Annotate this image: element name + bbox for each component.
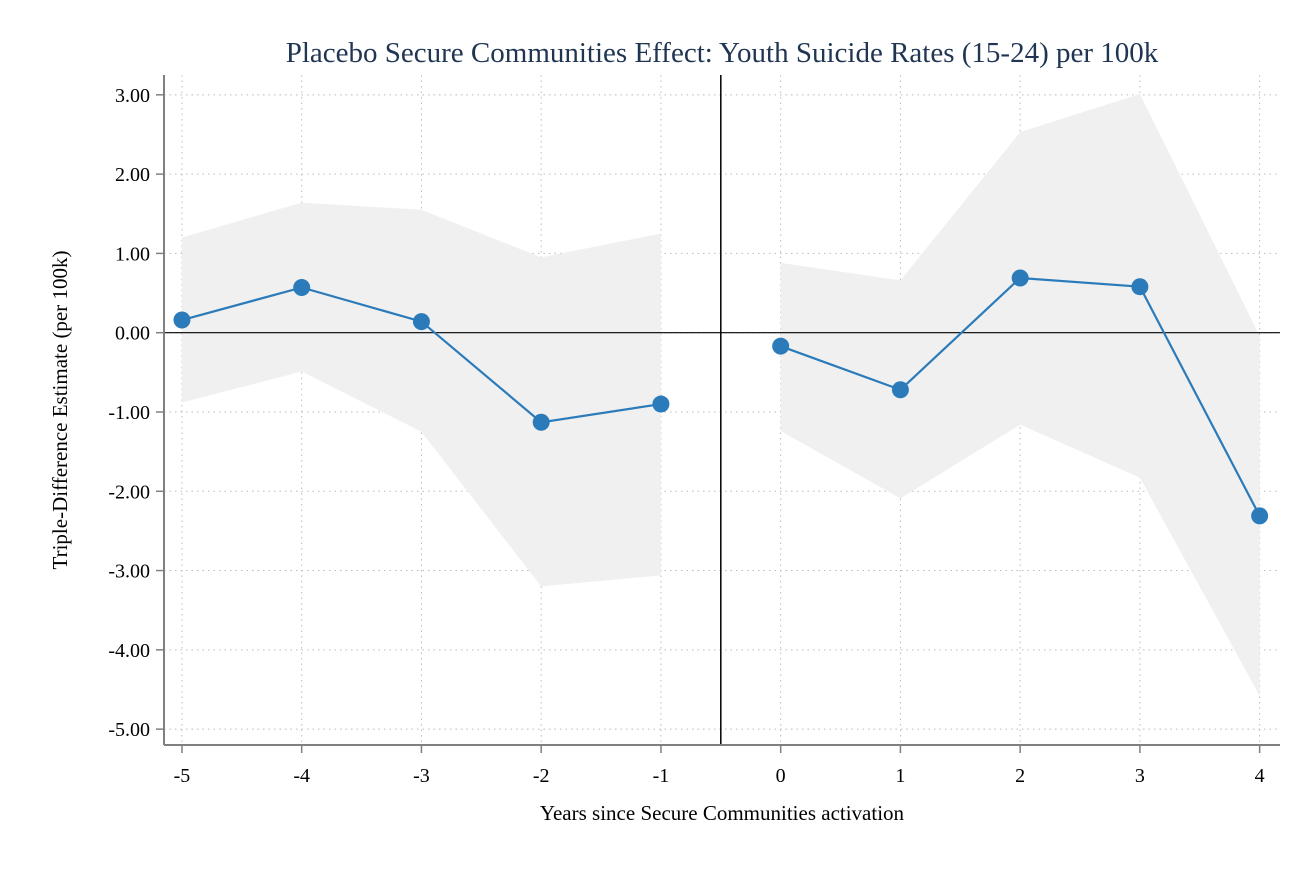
y-tick-label-5: -2.00 [108,481,150,503]
chart-title: Placebo Secure Communities Effect: Youth… [286,37,1159,69]
data-point-post-2 [1011,269,1029,287]
x-tick-label-5: 0 [776,765,786,787]
y-tick-label-8: -5.00 [108,719,150,741]
x-tick-label-2: -3 [413,765,430,787]
y-axis-label: Triple-Difference Estimate (per 100k) [48,251,72,570]
axes: 3.00 2.00 1.00 0.00 -1.00 -2.00 -3.00 -4.00 -5.0… [108,75,1280,787]
y-tick-label-6: -3.00 [108,561,150,583]
data-point-post-4 [1251,507,1269,525]
ci-band-post [780,94,1260,696]
x-tick-label-0: -5 [174,765,191,787]
series-points [173,269,1269,525]
y-tick-label-2: 1.00 [115,243,150,265]
data-point-post-3 [1131,278,1149,296]
data-point-pre-3 [532,413,550,431]
x-tick-label-8: 3 [1135,765,1145,787]
reference-lines [164,75,1280,745]
y-tick-label-4: -1.00 [108,402,150,424]
confidence-bands [181,94,1260,696]
y-tick-label-0: 3.00 [115,85,150,107]
ci-band-pre [181,202,661,587]
data-point-post-1 [891,381,909,399]
x-tick-label-4: -1 [653,765,670,787]
data-point-post-0 [772,337,790,355]
x-tick-label-7: 2 [1015,765,1025,787]
x-tick-label-1: -4 [293,765,310,787]
x-tick-label-3: -2 [533,765,550,787]
data-point-pre-2 [412,313,430,331]
x-tick-label-9: 4 [1255,765,1265,787]
x-tick-label-6: 1 [895,765,905,787]
data-point-pre-1 [293,278,311,296]
y-tick-label-1: 2.00 [115,164,150,186]
data-point-pre-0 [173,311,191,329]
data-point-pre-4 [652,395,670,413]
y-tick-label-7: -4.00 [108,640,150,662]
x-axis-label: Years since Secure Communities activatio… [540,801,905,825]
y-tick-label-3: 0.00 [115,323,150,345]
